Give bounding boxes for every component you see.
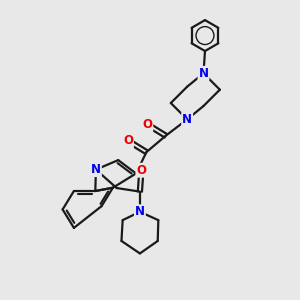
- Text: N: N: [91, 163, 101, 176]
- Text: O: O: [142, 118, 152, 131]
- Text: N: N: [182, 113, 192, 126]
- Text: N: N: [135, 205, 145, 218]
- Text: O: O: [136, 164, 146, 177]
- Text: N: N: [199, 67, 208, 80]
- Text: O: O: [123, 134, 133, 147]
